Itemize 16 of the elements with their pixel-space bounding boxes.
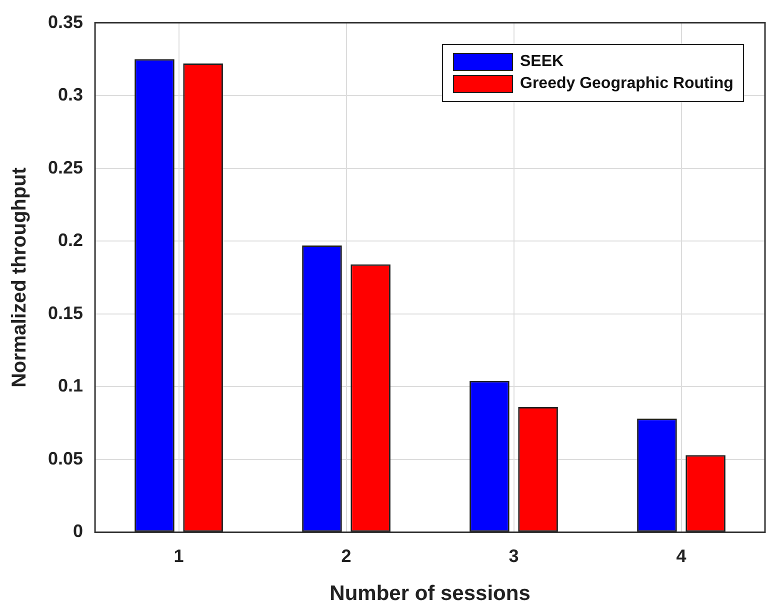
y-tick-label: 0.2 — [58, 230, 84, 250]
x-tick-label: 2 — [341, 546, 352, 566]
y-tick-label: 0.25 — [48, 157, 84, 178]
x-axis-title: Number of sessions — [330, 582, 530, 606]
legend-label: Greedy Geographic Routing — [520, 74, 734, 93]
y-tick-label: 0.15 — [48, 302, 84, 323]
y-tick-label: 0.3 — [58, 84, 84, 105]
y-axis-title: Normalized throughput — [8, 167, 31, 388]
y-tick-label: 0.05 — [48, 448, 84, 468]
y-tick-label: 0.35 — [48, 12, 84, 32]
y-tick-label: 0.1 — [58, 376, 84, 396]
x-tick-label: 3 — [508, 546, 519, 566]
legend-label: SEEK — [520, 52, 564, 71]
y-tick-label: 0 — [73, 521, 84, 542]
x-tick-label: 4 — [676, 546, 686, 566]
x-tick-label: 1 — [174, 546, 184, 566]
